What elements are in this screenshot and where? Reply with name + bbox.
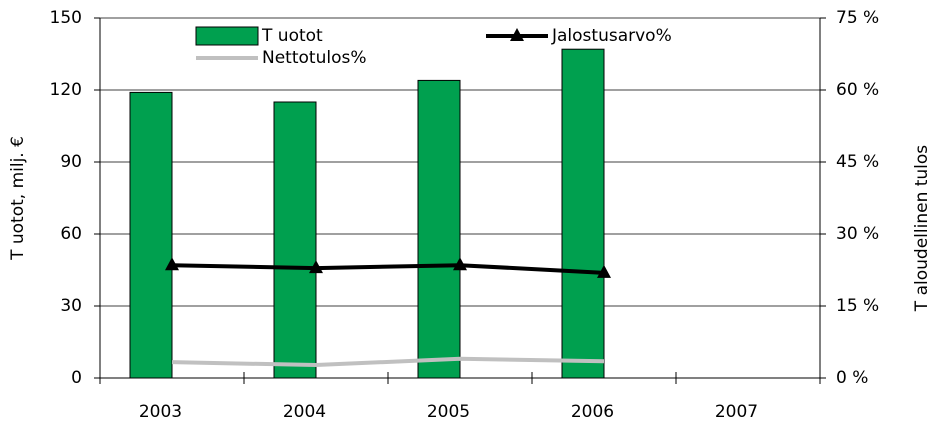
- y-tick-label: 120: [50, 80, 82, 100]
- marker: [453, 257, 467, 271]
- y-tick-label: 90: [60, 152, 82, 172]
- legend-label: Jalostusarvo%: [551, 26, 672, 46]
- bar: [561, 48, 605, 379]
- line: [171, 263, 605, 275]
- y-tick-label: 30: [60, 296, 82, 316]
- bar: [417, 79, 461, 379]
- marker: [309, 260, 323, 274]
- y2-tick-label: 0 %: [836, 368, 868, 388]
- legend-marker: [510, 28, 524, 41]
- line: [171, 356, 605, 368]
- y2-tick-label: 60 %: [836, 80, 879, 100]
- y2-tick-label: 30 %: [836, 224, 879, 244]
- legend-swatch: [195, 26, 259, 46]
- y-tick-label: 60: [60, 224, 82, 244]
- y2-tick-label: 45 %: [836, 152, 879, 172]
- bar: [273, 101, 317, 379]
- y2-tick-label: 15 %: [836, 296, 879, 316]
- x-tick-label: 2006: [571, 402, 614, 422]
- legend-label: T uotot: [261, 26, 323, 46]
- x-tick-label: 2004: [283, 402, 326, 422]
- y-axis-title: T uotot, milj. €: [8, 136, 28, 261]
- y-tick-label: 150: [50, 8, 82, 28]
- y2-axis-title: T aloudellinen tulos: [912, 145, 932, 312]
- x-tick-label: 2007: [715, 402, 758, 422]
- bar: [129, 91, 173, 379]
- x-tick-label: 2005: [427, 402, 470, 422]
- y-tick-label: 0: [71, 368, 82, 388]
- marker: [165, 257, 179, 271]
- x-tick-label: 2003: [139, 402, 182, 422]
- y2-tick-label: 75 %: [836, 8, 879, 28]
- legend-label: Nettotulos%: [262, 48, 366, 68]
- marker: [597, 264, 611, 278]
